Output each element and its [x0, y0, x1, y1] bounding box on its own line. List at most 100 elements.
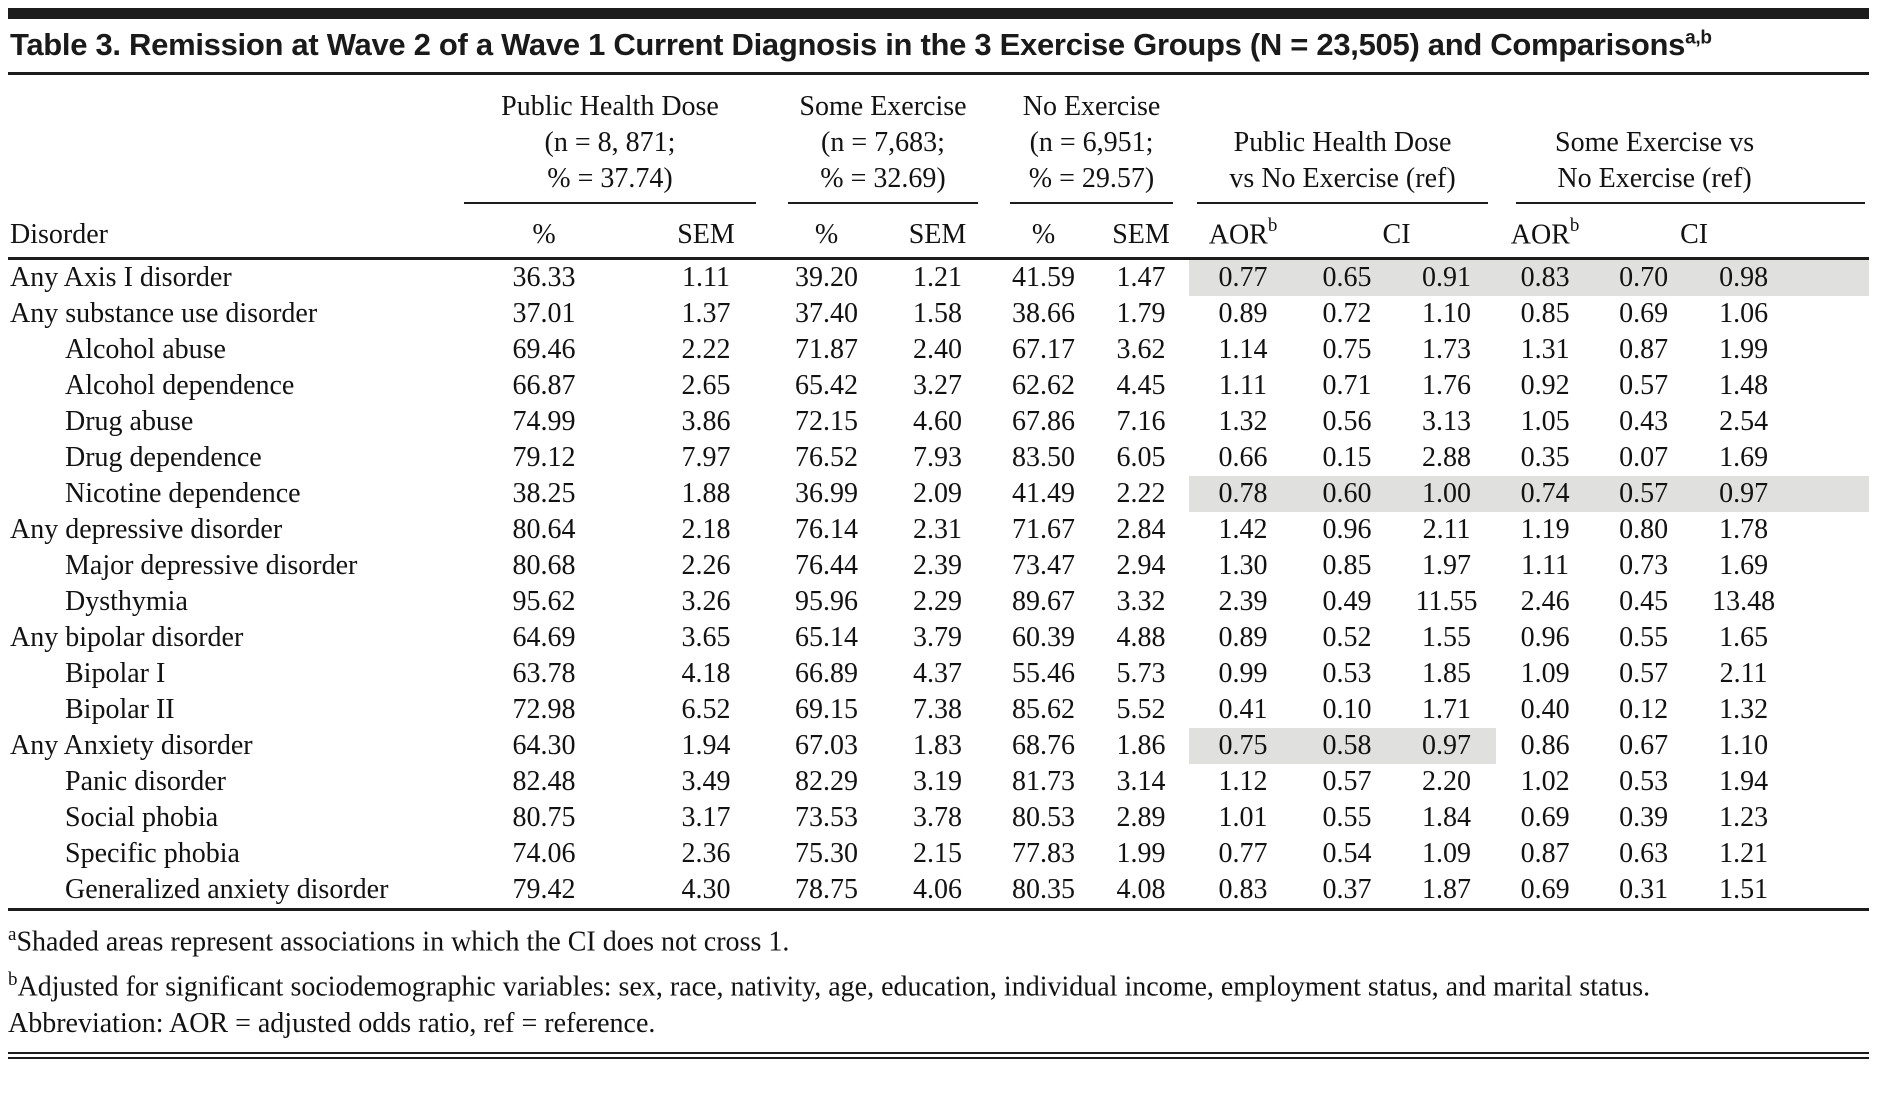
value-cell: 2.11	[1719, 658, 1768, 690]
table-row: Specific phobia 74.06 2.36 75.30 2.15 77.83 1.…	[8, 836, 1869, 872]
value-cell: 39.20	[795, 262, 858, 294]
disorder-cell: Major depressive disorder	[65, 550, 358, 582]
value-cell: 41.49	[1012, 478, 1076, 510]
value-cell: 0.53	[1619, 766, 1669, 798]
column-label-row: Disorder % SEM % SEM % SEM AORb CI AORb …	[8, 204, 1870, 261]
value-cell: 0.71	[1322, 370, 1372, 402]
table-row: Nicotine dependence 38.25 1.88 36.99 2.09 41.…	[8, 476, 1870, 513]
value-cell: 62.62	[1012, 370, 1076, 402]
value-cell: 80.35	[1012, 874, 1076, 906]
value-cell: 0.10	[1322, 694, 1372, 726]
value-cell: 0.89	[1218, 298, 1268, 330]
group-header-public-health-dose: Public Health Dose (n = 8, 871; % = 37.7…	[448, 75, 772, 204]
footnote-b: bAdjusted for significant sociodemograph…	[8, 961, 1738, 1005]
value-cell: 0.55	[1619, 622, 1669, 654]
value-cell: 3.78	[913, 802, 962, 834]
value-cell: 6.05	[1116, 442, 1166, 474]
value-cell: 0.43	[1619, 406, 1669, 438]
value-cell: 0.39	[1619, 802, 1669, 834]
value-cell: 1.11	[1521, 550, 1570, 582]
value-cell: 1.06	[1719, 298, 1769, 330]
value-cell: 3.17	[681, 802, 731, 834]
table-row: Generalized anxiety disorder 79.42 4.30 78.…	[8, 872, 1869, 908]
value-cell: 64.69	[512, 622, 576, 654]
value-cell: 0.83	[1218, 874, 1268, 906]
value-cell: 82.29	[795, 766, 858, 798]
value-cell: 4.06	[913, 874, 962, 906]
value-cell: 2.26	[681, 550, 731, 582]
value-cell: 3.65	[681, 622, 731, 654]
value-cell: 0.87	[1520, 838, 1570, 870]
value-cell: 95.96	[795, 586, 858, 618]
value-cell: 78.75	[795, 874, 858, 906]
value-cell: 74.06	[512, 838, 576, 870]
table-body: Any Axis I disorder 36.33 1.11 39.20 1.21 41.…	[8, 258, 1870, 909]
value-cell: 36.99	[795, 478, 858, 510]
disorder-cell: Specific phobia	[65, 838, 240, 870]
table-row: Any substance use disorder 37.01 1.37 37.40…	[8, 296, 1869, 332]
column-header-ci: CI	[1594, 204, 1870, 261]
value-cell: 1.09	[1422, 838, 1472, 870]
group-label-line: (n = 6,951;	[1029, 127, 1154, 158]
value-cell: 7.97	[681, 442, 731, 474]
table-row: Any Axis I disorder 36.33 1.11 39.20 1.21 41.…	[8, 258, 1870, 297]
value-cell: 5.73	[1116, 658, 1166, 690]
table-row: Social phobia 80.75 3.17 73.53 3.78 80.53 2.89…	[8, 800, 1869, 836]
value-cell: 0.75	[1189, 728, 1298, 765]
value-cell: 0.98	[1693, 258, 1870, 297]
disorder-cell: Any depressive disorder	[10, 514, 283, 546]
table-title-footnote-marker: a,b	[1685, 27, 1712, 49]
value-cell: 1.10	[1719, 730, 1769, 762]
value-cell: 1.23	[1719, 802, 1769, 834]
value-cell: 3.49	[681, 766, 731, 798]
value-cell: 1.48	[1719, 370, 1769, 402]
value-cell: 64.30	[512, 730, 576, 762]
value-cell: 2.65	[681, 370, 731, 402]
value-cell: 73.47	[1012, 550, 1076, 582]
value-cell: 80.68	[512, 550, 576, 582]
table-row: Major depressive disorder 80.68 2.26 76.44 2…	[8, 548, 1869, 584]
value-cell: 80.75	[512, 802, 576, 834]
value-cell: 71.67	[1012, 514, 1076, 546]
value-cell: 4.18	[681, 658, 731, 690]
value-cell: 1.00	[1397, 476, 1497, 513]
value-cell: 2.89	[1116, 802, 1166, 834]
value-cell: 1.97	[1422, 550, 1472, 582]
value-cell: 2.22	[1116, 478, 1166, 510]
value-cell: 4.45	[1116, 370, 1166, 402]
value-cell: 2.40	[913, 334, 962, 366]
value-cell: 0.96	[1520, 622, 1570, 654]
value-cell: 76.14	[795, 514, 858, 546]
value-cell: 65.42	[795, 370, 858, 402]
value-cell: 4.08	[1116, 874, 1166, 906]
value-cell: 80.53	[1012, 802, 1076, 834]
value-cell: 5.52	[1116, 694, 1166, 726]
group-label-line: (n = 7,683;	[821, 127, 945, 158]
value-cell: 0.77	[1189, 258, 1298, 297]
value-cell: 1.37	[681, 298, 731, 330]
group-label-line: % = 32.69)	[820, 163, 946, 194]
value-cell: 0.41	[1218, 694, 1268, 726]
column-header-aor: AORb	[1496, 204, 1595, 261]
value-cell: 2.29	[913, 586, 962, 618]
value-cell: 77.83	[1012, 838, 1076, 870]
disorder-cell: Any Anxiety disorder	[10, 730, 253, 762]
value-cell: 63.78	[512, 658, 576, 690]
value-cell: 2.36	[681, 838, 731, 870]
value-cell: 0.72	[1322, 298, 1372, 330]
value-cell: 1.11	[1219, 370, 1268, 402]
disorder-cell: Alcohol abuse	[65, 334, 226, 366]
value-cell: 55.46	[1012, 658, 1076, 690]
group-header-some-vs-no-exercise: Some Exercise vs No Exercise (ref)	[1496, 75, 1869, 204]
value-cell: 72.15	[795, 406, 858, 438]
value-cell: 0.69	[1520, 874, 1570, 906]
value-cell: 4.88	[1116, 622, 1166, 654]
value-cell: 1.83	[913, 730, 962, 762]
value-cell: 11.55	[1415, 586, 1478, 618]
value-cell: 0.12	[1619, 694, 1669, 726]
value-cell: 37.40	[795, 298, 858, 330]
table-end-double-rule	[8, 1051, 1869, 1059]
table-bottom-divider	[8, 908, 1869, 912]
value-cell: 1.78	[1719, 514, 1769, 546]
